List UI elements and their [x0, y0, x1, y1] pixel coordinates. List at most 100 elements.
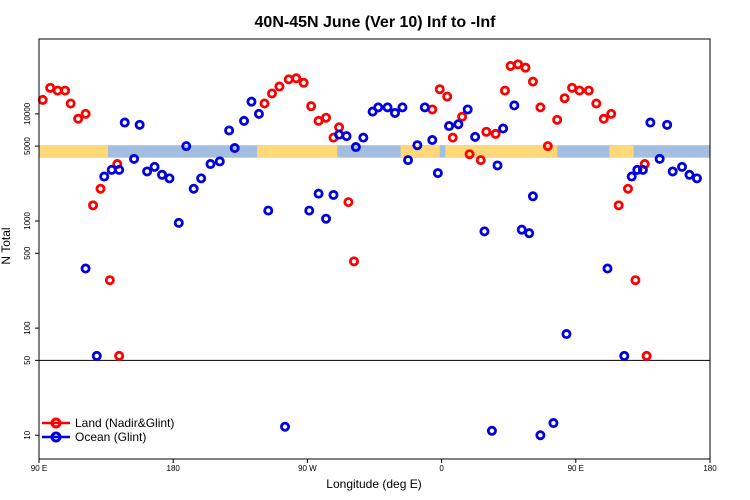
- land-point: [95, 183, 106, 194]
- land-point: [343, 197, 354, 208]
- land-point: [630, 275, 641, 286]
- land-point: [434, 84, 445, 95]
- band-land-segment: [609, 145, 634, 158]
- land-point: [598, 113, 609, 124]
- land-point: [559, 93, 570, 104]
- ocean-point: [412, 140, 423, 151]
- ocean-point: [129, 153, 140, 164]
- ocean-point: [397, 102, 408, 113]
- ocean-point: [498, 123, 509, 134]
- ocean-point: [341, 131, 352, 142]
- ocean-point: [662, 119, 673, 130]
- band-land-segment: [257, 145, 338, 158]
- y-tick-label: 500: [23, 246, 32, 260]
- ocean-point: [524, 228, 535, 239]
- land-point: [88, 200, 99, 211]
- ocean-point: [626, 171, 637, 182]
- land-point: [552, 114, 563, 125]
- ocean-point: [280, 421, 291, 432]
- chart-title: 40N-45N June (Ver 10) Inf to -Inf: [255, 14, 497, 31]
- land-point: [266, 88, 277, 99]
- ocean-point: [527, 191, 538, 202]
- y-axis-label: N Total: [0, 227, 13, 264]
- land-point: [321, 112, 332, 123]
- ocean-point: [253, 108, 264, 119]
- ocean-point: [173, 217, 184, 228]
- ocean-point: [619, 350, 630, 361]
- ocean-point: [157, 169, 168, 180]
- ocean-point: [492, 160, 503, 171]
- ocean-point: [246, 96, 257, 107]
- land-point: [641, 350, 652, 361]
- x-tick-label: 90 E: [568, 464, 584, 473]
- land-point: [622, 183, 633, 194]
- ocean-point: [313, 188, 324, 199]
- land-point: [520, 62, 531, 73]
- axes: 90 E 180 90 W 0 90 E 180 10 50 100 500 1000 5000 100…: [23, 102, 717, 473]
- ocean-point: [229, 143, 240, 154]
- ocean-point: [677, 161, 688, 172]
- x-tick-label: 180: [167, 464, 181, 473]
- ocean-point: [645, 117, 656, 128]
- land-point: [348, 256, 359, 267]
- ocean-point: [321, 213, 332, 224]
- ocean-point: [196, 173, 207, 184]
- land-point: [291, 73, 302, 84]
- land-point: [490, 128, 501, 139]
- land-point: [104, 275, 115, 286]
- ocean-point: [432, 168, 443, 179]
- plot-frame: [38, 38, 711, 460]
- land-point: [606, 108, 617, 119]
- surface-band: [39, 145, 710, 158]
- land-point: [613, 200, 624, 211]
- data-points: [37, 59, 702, 441]
- y-tick-label: 1000: [23, 212, 32, 230]
- ocean-point: [358, 132, 369, 143]
- land-point: [73, 113, 84, 124]
- ocean-point: [224, 125, 235, 136]
- ocean-point: [114, 164, 125, 175]
- land-point: [535, 102, 546, 113]
- ocean-point: [134, 119, 145, 130]
- band-land-segment: [445, 145, 558, 158]
- ocean-point: [403, 155, 414, 166]
- ocean-point: [479, 226, 490, 237]
- land-point: [306, 101, 317, 112]
- ocean-point: [561, 329, 572, 340]
- ocean-point: [691, 173, 702, 184]
- land-point: [583, 85, 594, 96]
- ocean-point: [149, 161, 160, 172]
- land-point: [527, 76, 538, 87]
- y-tick-label: 10: [23, 430, 32, 439]
- ocean-point: [427, 135, 438, 146]
- ocean-point: [684, 169, 695, 180]
- ocean-point: [119, 117, 130, 128]
- land-point: [475, 155, 486, 166]
- ocean-point: [667, 166, 678, 177]
- ocean-point: [382, 102, 393, 113]
- ocean-point: [470, 131, 481, 142]
- ocean-point: [637, 164, 648, 175]
- x-tick-label: 90 W: [298, 464, 317, 473]
- land-point: [499, 85, 510, 96]
- ocean-point: [350, 142, 361, 153]
- ocean-point: [535, 430, 546, 441]
- legend-ocean-label: Ocean (Glint): [75, 430, 146, 444]
- ocean-point: [164, 173, 175, 184]
- ocean-point: [328, 189, 339, 200]
- x-tick-label: 180: [703, 464, 717, 473]
- band-land-segment: [400, 145, 440, 158]
- ocean-point: [373, 102, 384, 113]
- ocean-point: [486, 425, 497, 436]
- ocean-point: [654, 153, 665, 164]
- legend-land-marker: [50, 417, 62, 429]
- ocean-point: [188, 183, 199, 194]
- y-tick-label: 100: [23, 321, 32, 335]
- ocean-point: [632, 164, 643, 175]
- land-point: [542, 141, 553, 152]
- ocean-point: [462, 104, 473, 115]
- legend-land-label: Land (Nadir&Glint): [75, 416, 174, 430]
- ocean-point: [239, 115, 250, 126]
